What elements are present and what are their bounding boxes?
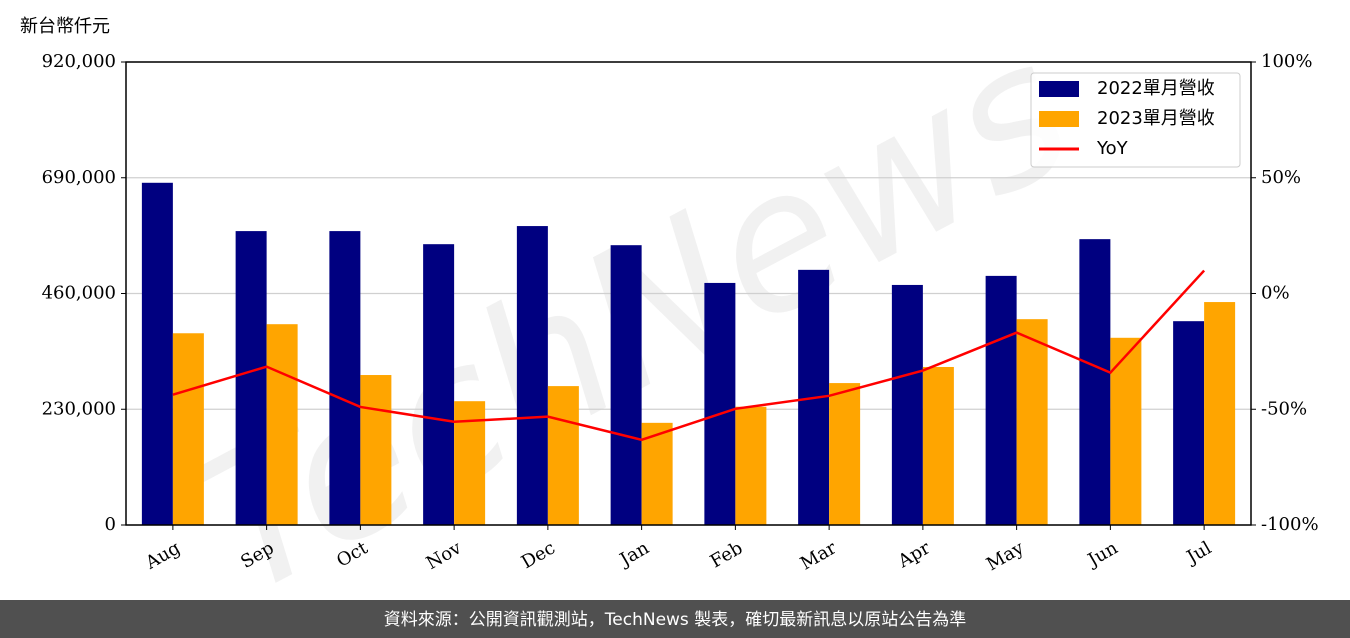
bar: [891, 284, 923, 525]
y-axis-label: 新台幣仟元: [20, 16, 110, 37]
x-tick-label: Dec: [518, 537, 559, 573]
bar: [735, 406, 767, 525]
bar: [829, 383, 861, 525]
bar: [641, 422, 673, 525]
bar: [235, 231, 267, 526]
bar: [610, 245, 642, 525]
x-tick-label: May: [983, 537, 1028, 575]
bar: [329, 231, 361, 526]
bar: [547, 386, 579, 525]
bar: [141, 182, 173, 526]
y-tick-label: 0: [105, 514, 116, 535]
legend-swatch: [1039, 81, 1079, 97]
legend-box: [1030, 72, 1241, 168]
y-tick-label: 460,000: [42, 283, 116, 304]
x-tick-label: Mar: [797, 537, 841, 574]
bar: [1016, 319, 1048, 525]
bar: [1079, 239, 1111, 525]
line: [172, 269, 1206, 442]
bar: [172, 333, 204, 525]
bar: [516, 226, 548, 525]
y2-tick-label: -50%: [1261, 398, 1307, 419]
legend-label: YoY: [1096, 138, 1129, 159]
bar: [1110, 337, 1142, 525]
bar: [360, 375, 392, 525]
y2-tick-label: 0%: [1261, 283, 1290, 304]
y-tick-label: 230,000: [42, 398, 116, 419]
footer: 資料來源：公開資訊觀測站，TechNews 製表，確切最新訊息以原站公告為準: [384, 610, 966, 630]
x-tick-label: Feb: [707, 537, 747, 572]
x-tick-label: Jun: [1083, 537, 1122, 572]
bar: [985, 275, 1017, 525]
x-tick-label: Apr: [894, 537, 934, 572]
y-tick-label: 920,000: [42, 51, 116, 72]
legend-swatch: [1039, 111, 1079, 127]
x-tick-label: Jan: [615, 537, 653, 571]
bar: [922, 366, 954, 525]
bar: [1204, 302, 1236, 525]
bar: [423, 244, 455, 526]
plot-frame: [125, 61, 1252, 526]
y2-tick-label: 100%: [1261, 51, 1312, 72]
x-tick-label: Aug: [141, 537, 184, 574]
y2-tick-label: -100%: [1261, 514, 1319, 535]
bar: [1173, 321, 1205, 525]
y2-tick-label: 50%: [1261, 167, 1301, 188]
legend-label: 2023單月營收: [1097, 108, 1215, 129]
x-tick-label: Jul: [1182, 537, 1216, 569]
y-tick-label: 690,000: [42, 167, 116, 188]
legend-label: 2022單月營收: [1097, 78, 1215, 99]
bar: [266, 324, 298, 525]
bar: [704, 282, 736, 525]
footer-bar: [0, 600, 1350, 638]
